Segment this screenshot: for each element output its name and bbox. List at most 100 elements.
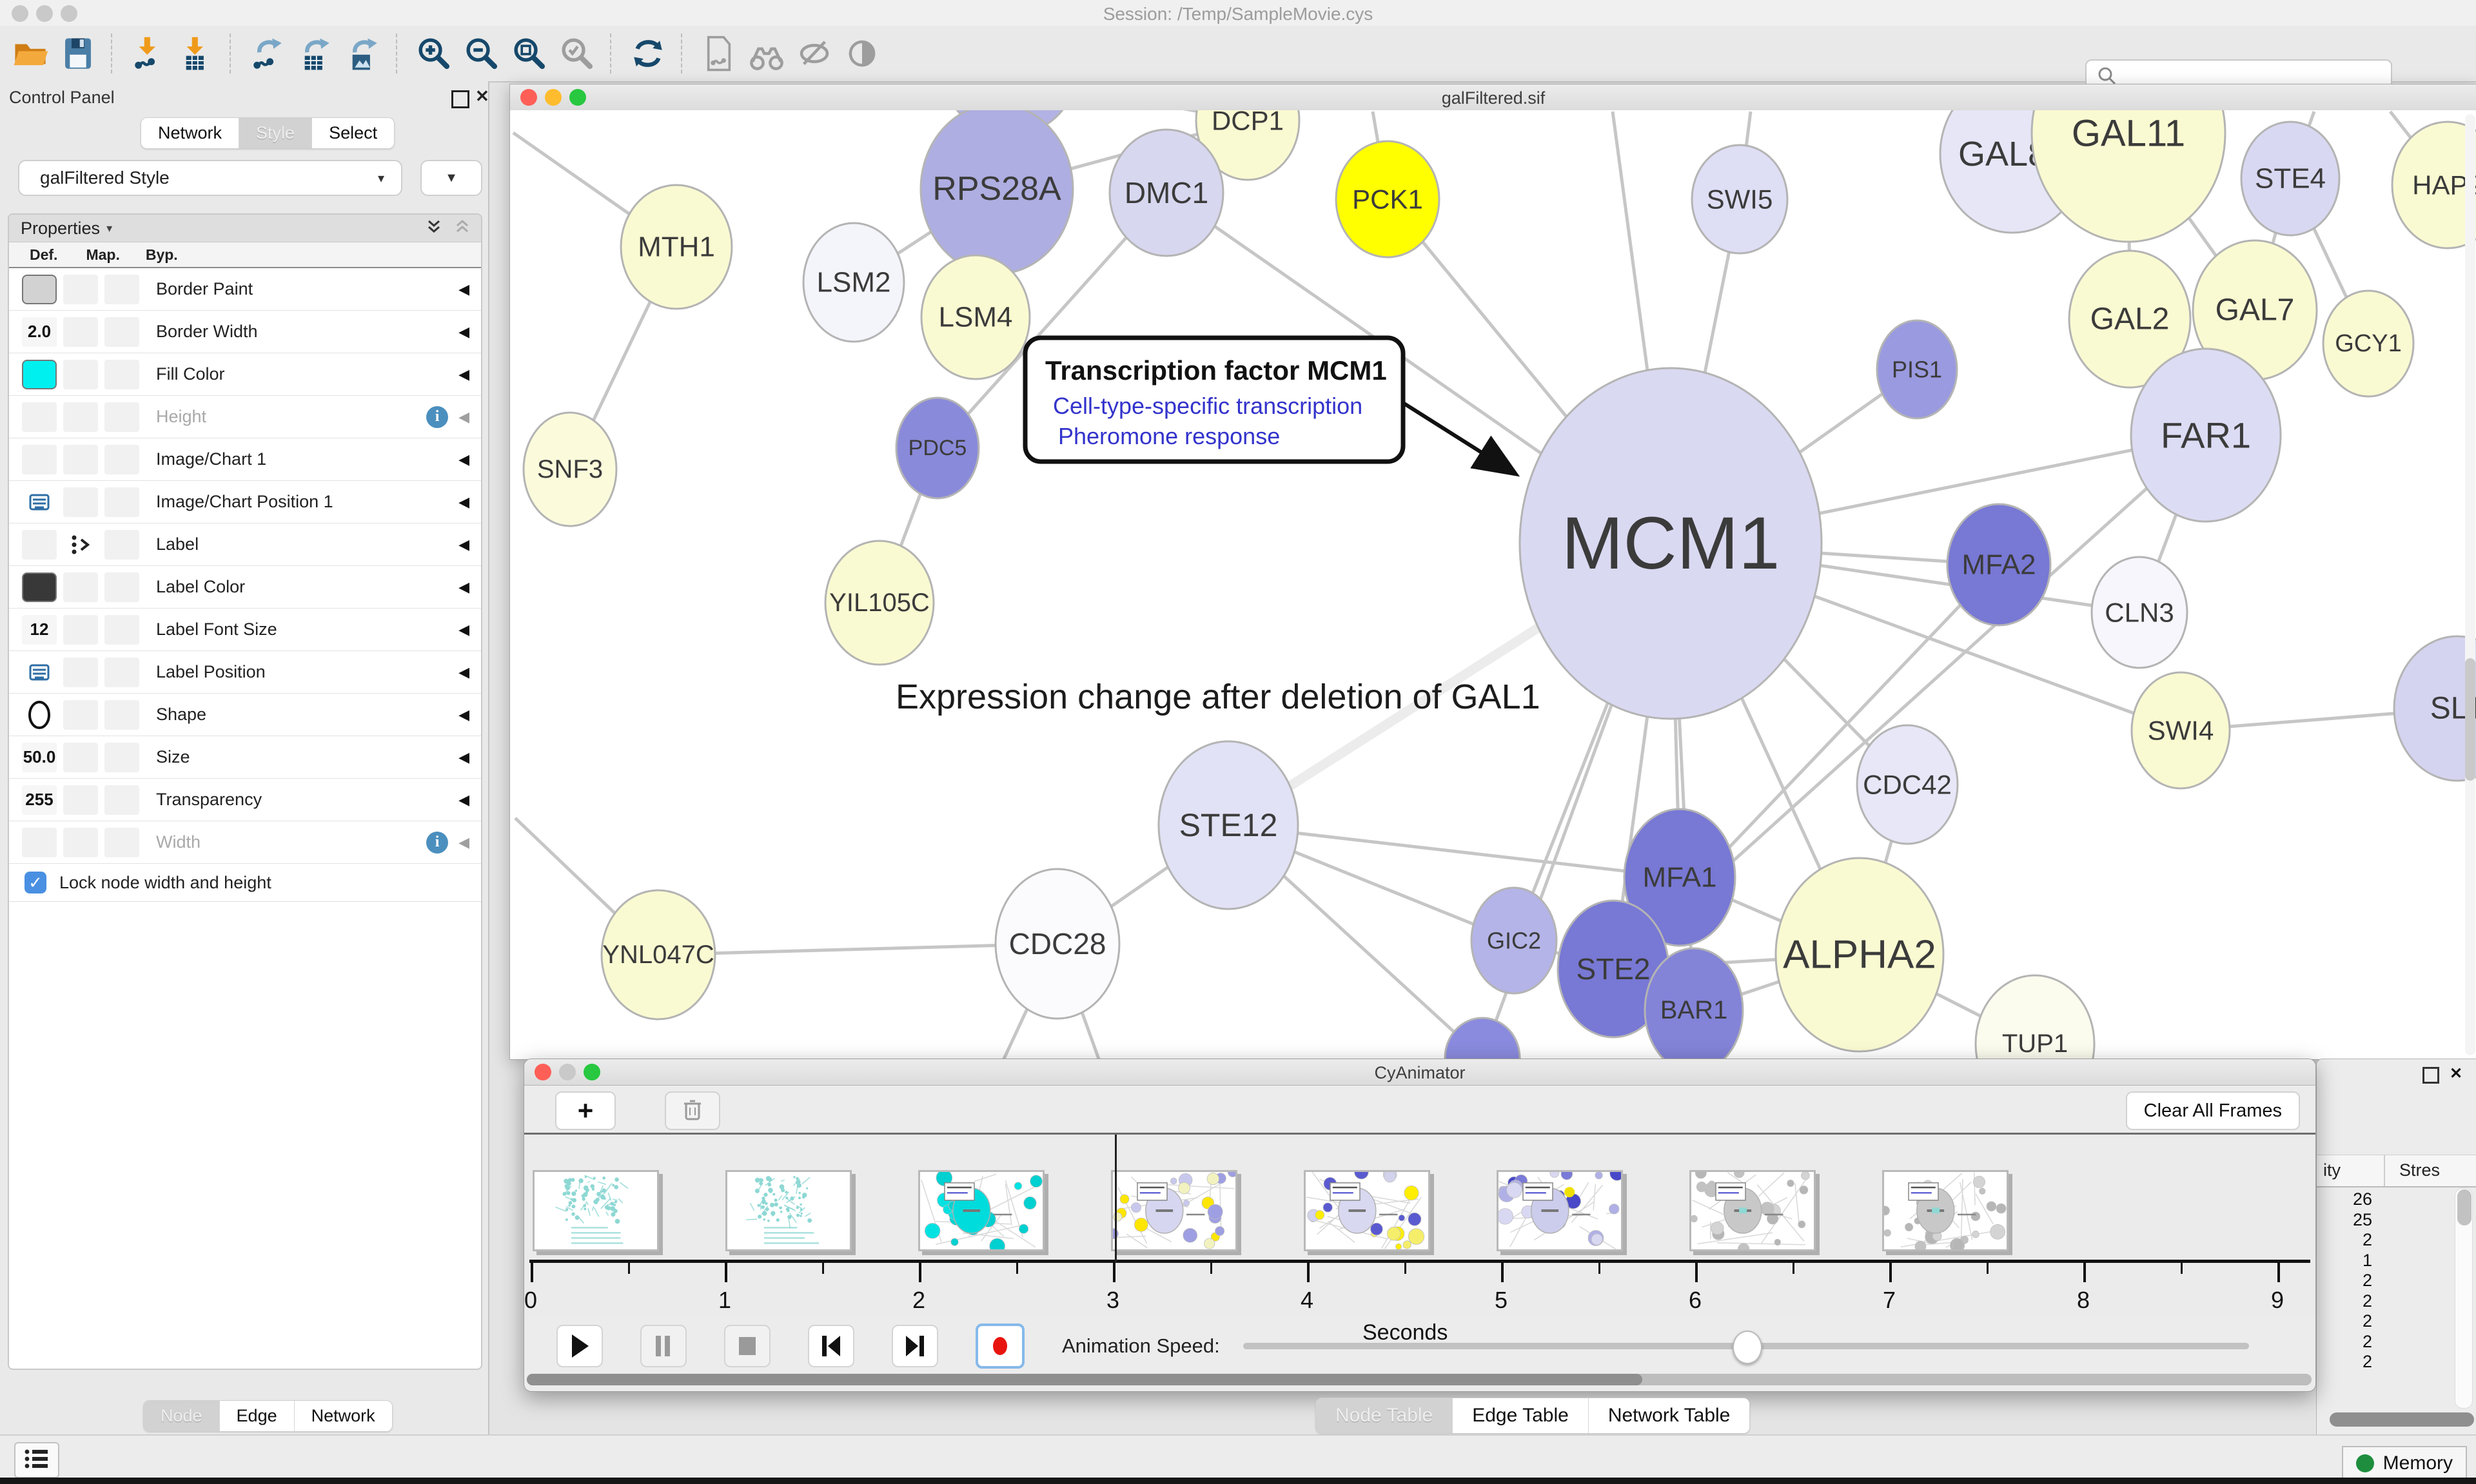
property-row[interactable]: Label Color ◀ <box>9 566 481 609</box>
memory-button[interactable]: Memory <box>2341 1446 2467 1481</box>
table-cell[interactable]: 2 <box>2362 1291 2372 1311</box>
zoom-in-button[interactable] <box>413 32 455 75</box>
network-edge[interactable] <box>658 942 1058 957</box>
property-cell[interactable] <box>63 529 98 560</box>
frame-thumbnail-7[interactable] <box>1880 1170 2009 1253</box>
property-cell[interactable] <box>63 359 98 389</box>
tab-node-table[interactable]: Node Table <box>1316 1398 1453 1433</box>
stop-button[interactable] <box>724 1325 771 1367</box>
property-cell[interactable] <box>104 827 139 857</box>
expand-row-icon[interactable]: ◀ <box>458 408 469 425</box>
property-cell[interactable] <box>104 742 139 772</box>
expand-row-icon[interactable]: ◀ <box>458 493 469 510</box>
tab-network[interactable]: Network <box>141 118 240 148</box>
tab-network-bottom[interactable]: Network <box>294 1401 392 1431</box>
network-window-titlebar[interactable]: galFiltered.sif <box>510 84 2476 111</box>
network-node-TUP1[interactable] <box>1974 974 2096 1059</box>
network-file-button[interactable] <box>698 32 740 75</box>
expand-row-icon[interactable]: ◀ <box>458 366 469 382</box>
network-vscrollbar-thumb[interactable] <box>2465 658 2475 781</box>
expand-row-icon[interactable]: ◀ <box>458 706 469 723</box>
property-row[interactable]: Shape ◀ <box>9 694 481 736</box>
property-cell[interactable] <box>63 317 98 347</box>
network-node-GAL2[interactable] <box>2068 249 2192 389</box>
network-node-BAR1[interactable] <box>1644 947 1744 1059</box>
property-cell[interactable] <box>104 402 139 432</box>
table-cell[interactable]: 2 <box>2362 1271 2372 1290</box>
minimize-icon[interactable] <box>559 1064 576 1080</box>
property-default[interactable]: 50.0 <box>22 742 57 772</box>
table-cell[interactable]: 2 <box>2362 1352 2372 1371</box>
panel-list-button[interactable] <box>14 1442 59 1478</box>
table-cell[interactable]: 2 <box>2362 1311 2372 1331</box>
expand-row-icon[interactable]: ◀ <box>458 834 469 850</box>
property-row[interactable]: Label Position ◀ <box>9 651 481 694</box>
maximize-icon[interactable] <box>569 89 586 106</box>
property-default[interactable] <box>22 402 57 432</box>
network-node-GCY1[interactable] <box>2322 289 2415 398</box>
frame-thumbnail-5[interactable] <box>1497 1166 1625 1251</box>
property-cell[interactable] <box>63 742 98 772</box>
property-cell[interactable] <box>63 699 98 730</box>
float-window-icon[interactable] <box>451 90 469 108</box>
record-button[interactable] <box>976 1323 1025 1369</box>
save-session-button[interactable] <box>57 32 99 75</box>
property-cell[interactable] <box>63 827 98 857</box>
property-default[interactable]: 255 <box>22 785 57 815</box>
lock-checkbox[interactable]: ✓ <box>25 872 46 893</box>
property-cell[interactable] <box>63 614 98 645</box>
search-network-button[interactable] <box>745 32 788 75</box>
clear-all-frames-button[interactable]: Clear All Frames <box>2125 1091 2300 1130</box>
window-minimize-icon[interactable] <box>36 5 53 22</box>
property-cell[interactable] <box>104 572 139 602</box>
property-default[interactable]: 12 <box>22 614 57 645</box>
cyanimator-hscrollbar[interactable] <box>527 1374 2312 1385</box>
export-network-button[interactable] <box>246 32 289 75</box>
expand-row-icon[interactable]: ◀ <box>458 536 469 552</box>
property-default[interactable] <box>22 699 57 730</box>
property-row[interactable]: Image/Chart 1 ◀ <box>9 438 481 481</box>
property-default[interactable] <box>22 359 57 389</box>
network-node-CLN3[interactable] <box>2090 556 2188 669</box>
properties-header[interactable]: Properties ▾ <box>9 215 481 242</box>
table-cell[interactable]: 2 <box>2362 1331 2372 1351</box>
property-default[interactable] <box>22 657 57 687</box>
property-row[interactable]: Image/Chart Position 1 ◀ <box>9 481 481 523</box>
annotation-link[interactable]: Cell-type-specific transcription <box>1053 393 1362 419</box>
cyanimator-timeline[interactable]: 0 1 2 3 4 5 6 7 8 9 Seconds <box>524 1135 2315 1345</box>
column-divider[interactable] <box>2384 1155 2385 1186</box>
window-zoom-icon[interactable] <box>61 5 77 22</box>
property-cell[interactable] <box>63 572 98 602</box>
network-vscrollbar[interactable] <box>2465 114 2475 1055</box>
property-row[interactable]: Border Paint ◀ <box>9 268 481 311</box>
frame-thumbnail-2[interactable] <box>918 1169 1045 1255</box>
import-table-button[interactable] <box>175 32 218 75</box>
window-close-icon[interactable] <box>12 5 28 22</box>
property-row[interactable]: 12 Label Font Size ◀ <box>9 609 481 651</box>
network-node-FAR1[interactable] <box>2130 347 2282 523</box>
expand-row-icon[interactable]: ◀ <box>458 323 469 340</box>
network-node-YIL105C[interactable] <box>824 540 935 666</box>
network-node-ALPHA2[interactable] <box>1774 857 1945 1053</box>
close-icon[interactable] <box>535 1064 551 1080</box>
style-options-button[interactable]: ▼ <box>420 160 482 196</box>
expand-row-icon[interactable]: ◀ <box>458 621 469 638</box>
property-default[interactable] <box>22 572 57 602</box>
expand-row-icon[interactable]: ◀ <box>458 791 469 808</box>
property-default[interactable] <box>22 444 57 474</box>
network-node-PDC5[interactable] <box>895 396 980 500</box>
network-node-MTH1[interactable] <box>620 184 733 310</box>
table-cell[interactable]: 26 <box>2352 1189 2372 1209</box>
hide-details-button[interactable] <box>793 32 836 75</box>
property-cell[interactable] <box>63 657 98 687</box>
property-cell[interactable] <box>104 317 139 347</box>
skip-start-button[interactable] <box>808 1325 854 1367</box>
import-network-button[interactable] <box>128 32 170 75</box>
expand-row-icon[interactable]: ◀ <box>458 748 469 765</box>
table-cell[interactable]: 1 <box>2362 1250 2372 1270</box>
float-window-icon[interactable] <box>2422 1067 2439 1084</box>
property-row[interactable]: 255 Transparency ◀ <box>9 779 481 821</box>
table-cell[interactable]: 25 <box>2352 1209 2372 1229</box>
network-node-SNF3[interactable] <box>522 411 618 527</box>
table-cell[interactable]: 2 <box>2362 1230 2372 1249</box>
